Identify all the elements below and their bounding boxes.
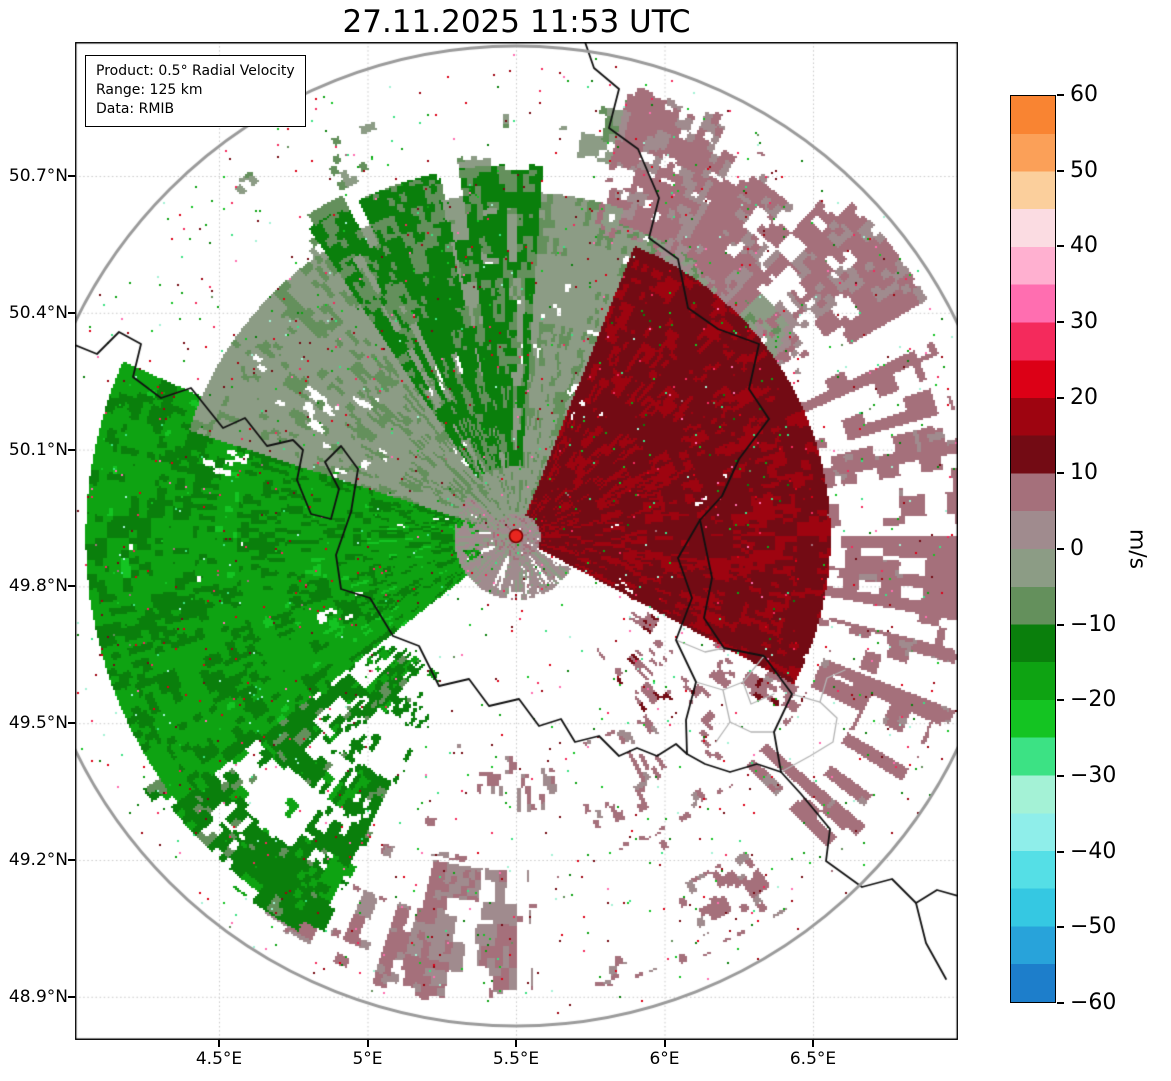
y-tick-label: 49.8°N [8, 576, 68, 597]
y-tick-mark [68, 722, 75, 725]
colorbar-tick-mark [1057, 699, 1064, 702]
colorbar-tick-label: −50 [1070, 914, 1117, 940]
colorbar-tick-mark [1057, 775, 1064, 777]
colorbar-tick-mark [1057, 396, 1064, 399]
info-source-line: Data: RMIB [96, 101, 175, 117]
colorbar-tick-mark [1057, 169, 1064, 172]
colorbar-tick-label: −20 [1070, 687, 1117, 713]
colorbar-gradient [1010, 95, 1056, 1003]
x-tick-label: 5°E [352, 1049, 383, 1069]
colorbar-tick-mark [1057, 245, 1064, 248]
colorbar-tick-label: 40 [1070, 233, 1098, 259]
colorbar-tick-mark [1057, 850, 1064, 853]
info-range-line: Range: 125 km [96, 82, 203, 98]
x-tick-mark [663, 1040, 666, 1047]
y-tick-mark [68, 585, 75, 588]
y-tick-mark [68, 448, 75, 451]
colorbar-tick-label: −10 [1070, 611, 1117, 637]
colorbar-unit-label: m/s [1124, 528, 1150, 570]
figure-title: 27.11.2025 11:53 UTC [342, 4, 691, 40]
colorbar-tick-mark [1057, 1002, 1064, 1004]
x-tick-mark [812, 1040, 814, 1047]
colorbar-tick-label: −40 [1070, 838, 1117, 864]
y-tick-mark [68, 175, 75, 177]
colorbar-tick-label: −30 [1070, 763, 1117, 788]
colorbar-tick-mark [1057, 472, 1064, 475]
y-tick-label: 48.9°N [8, 986, 68, 1007]
radar-velocity-map-canvas [75, 42, 958, 1040]
info-product-line: Product: 0.5° Radial Velocity [96, 63, 295, 79]
colorbar-tick-label: −60 [1070, 990, 1117, 1015]
y-tick-mark [68, 995, 75, 998]
colorbar-tick-label: 30 [1070, 309, 1098, 334]
x-tick-mark [218, 1040, 220, 1047]
y-tick-label: 50.1°N [8, 439, 68, 460]
x-tick-label: 6.5°E [789, 1049, 837, 1069]
x-tick-label: 6°E [649, 1049, 680, 1069]
map-plot: Product: 0.5° Radial Velocity Range: 125… [75, 42, 958, 1040]
colorbar-tick-mark [1057, 623, 1064, 626]
colorbar-tick-mark [1057, 94, 1064, 96]
colorbar-tick-label: 60 [1070, 82, 1098, 107]
y-tick-label: 50.4°N [8, 302, 68, 323]
colorbar-tick-mark [1057, 321, 1064, 323]
x-tick-label: 4.5°E [195, 1049, 243, 1069]
y-tick-label: 49.5°N [8, 713, 68, 734]
colorbar: 60 50 40 30 20 10 0 −10 −20 −30 −40 −50 −60 [1010, 83, 1170, 1015]
colorbar-tick-mark [1057, 548, 1064, 550]
colorbar-tick-label: 50 [1070, 157, 1098, 183]
colorbar-tick-label: 0 [1070, 536, 1084, 561]
colorbar-tick-label: 10 [1070, 460, 1098, 486]
colorbar-tick-mark [1057, 926, 1064, 929]
colorbar-tick-label: 20 [1070, 384, 1098, 410]
y-tick-label: 49.2°N [8, 850, 68, 870]
x-tick-label: 5.5°E [492, 1049, 540, 1069]
x-tick-mark [366, 1040, 369, 1047]
y-tick-mark [68, 311, 75, 314]
product-info-box: Product: 0.5° Radial Velocity Range: 125… [85, 55, 306, 127]
x-tick-mark [515, 1040, 517, 1047]
y-tick-mark [68, 859, 75, 861]
y-tick-label: 50.7°N [8, 166, 68, 186]
